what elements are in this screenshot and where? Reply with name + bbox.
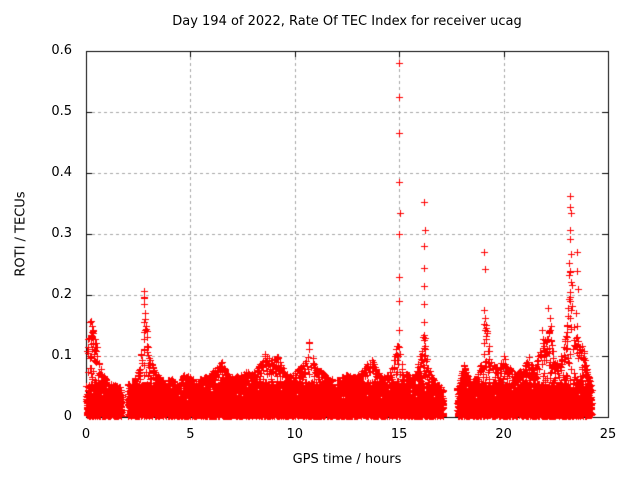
y-tick-label: 0.5 (51, 104, 72, 119)
chart-title: Day 194 of 2022, Rate Of TEC Index for r… (172, 14, 522, 29)
x-tick-label: 5 (186, 427, 195, 442)
y-tick-label: 0.4 (51, 165, 72, 180)
x-tick-label: 10 (286, 427, 304, 442)
x-tick-label: 20 (495, 427, 512, 442)
y-tick-label: 0.6 (51, 43, 72, 58)
x-tick-label: 0 (81, 427, 91, 442)
y-tick-label: 0.3 (51, 226, 72, 241)
y-tick-label: 0 (63, 409, 72, 424)
x-tick-label: 15 (390, 427, 408, 442)
x-tick-label: 25 (599, 427, 617, 442)
x-axis-label: GPS time / hours (292, 452, 402, 467)
y-tick-label: 0.1 (51, 348, 72, 363)
y-tick-label: 0.2 (51, 287, 72, 302)
